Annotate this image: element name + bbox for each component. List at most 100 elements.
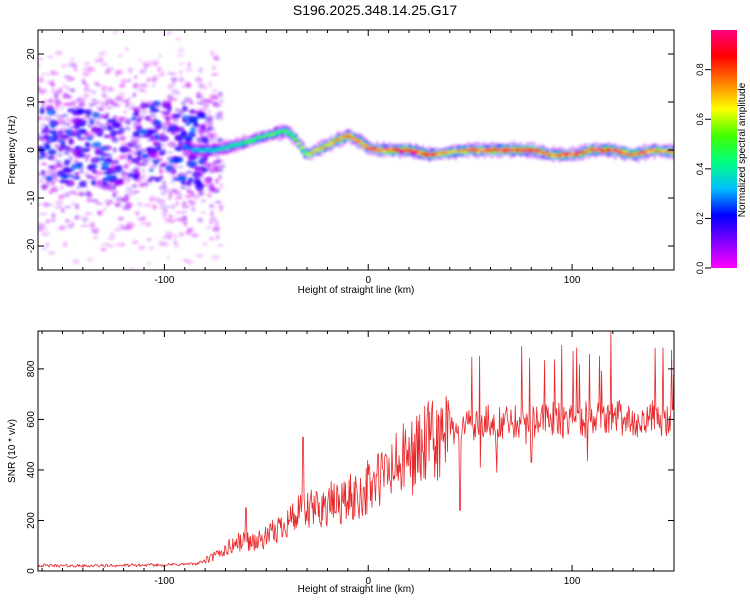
- spectrogram-noise-blob: [107, 118, 116, 124]
- spectrogram-noise-cell: [129, 267, 136, 270]
- spectrogram-noise-layer: [38, 30, 226, 270]
- spectrogram-noise-blob: [107, 125, 112, 131]
- spectrogram-noise-cell: [144, 183, 149, 189]
- spectrogram-noise-blob: [131, 116, 137, 122]
- spectrogram-noise-cell: [71, 200, 75, 206]
- spectrogram-noise-cell: [186, 170, 193, 174]
- spectrogram-noise-cell: [166, 31, 173, 36]
- spectrogram-noise-cell: [51, 69, 56, 75]
- spectrogram-ridge-cell: [485, 148, 491, 150]
- spectrogram-noise-cell: [196, 94, 204, 100]
- spectrogram-noise-cell: [112, 190, 120, 195]
- spectrogram-noise-cell: [66, 191, 70, 198]
- spectrogram-ridge-cell: [573, 153, 579, 156]
- spectrogram-noise-cell: [49, 82, 55, 86]
- spectrogram-noise-cell: [80, 224, 90, 228]
- spectrogram-noise-cell: [213, 225, 221, 232]
- spectrogram-noise-cell: [208, 203, 215, 209]
- spectrogram-noise-cell: [82, 71, 90, 77]
- spectrogram-noise-cell: [65, 85, 70, 90]
- spectrogram-noise-cell: [206, 226, 211, 229]
- spectrogram-ridge-cell: [338, 137, 344, 140]
- spectrogram-y-tick-label: 20: [26, 48, 37, 60]
- spectrogram-ridge-cell: [472, 150, 478, 152]
- spectrogram-noise-cell: [194, 76, 203, 83]
- spectrogram-noise-cell: [79, 167, 84, 174]
- spectrogram-noise-cell: [182, 258, 190, 263]
- spectrogram-noise-cell: [124, 193, 129, 198]
- spectrogram-noise-cell: [213, 95, 219, 101]
- spectrogram-noise-cell: [50, 88, 57, 94]
- colorbar-tick-label: 0.4: [695, 163, 705, 176]
- spectrogram-noise-cell: [70, 56, 75, 62]
- spectrogram-noise-cell: [175, 201, 179, 207]
- spectrogram-noise-blob: [85, 109, 92, 117]
- spectrogram-noise-cell: [95, 202, 103, 206]
- spectrogram-noise-cell: [111, 137, 119, 143]
- spectrogram-noise-cell: [69, 88, 76, 93]
- spectrogram-noise-cell: [151, 204, 158, 210]
- spectrogram-ridge-cell: [293, 138, 299, 141]
- spectrogram-noise-cell: [117, 54, 123, 58]
- spectrogram-noise-cell: [207, 192, 213, 199]
- snr-ticks: -100 0 100 0 200 400 600 800: [26, 331, 675, 587]
- spectrogram-noise-cell: [68, 61, 77, 68]
- spectrogram-noise-cell: [58, 225, 66, 231]
- spectrogram-noise-cell: [70, 100, 75, 104]
- spectrogram-noise-cell: [38, 116, 43, 121]
- spectrogram-noise-blob: [159, 175, 164, 180]
- spectrogram-noise-blob: [190, 126, 196, 134]
- spectrogram-noise-blob: [64, 129, 74, 135]
- spectrogram-noise-cell: [83, 61, 90, 66]
- spectrogram-noise-cell: [164, 242, 170, 248]
- spectrogram-noise-cell: [69, 156, 73, 162]
- spectrogram-noise-blob: [133, 108, 140, 115]
- spectrogram-noise-cell: [137, 217, 145, 221]
- spectrogram-noise-blob: [201, 137, 209, 144]
- spectrogram-noise-cell: [168, 191, 173, 198]
- spectrogram-noise-blob: [94, 150, 105, 156]
- spectrogram-noise-blob: [89, 118, 95, 125]
- spectrogram-noise-blob: [92, 111, 100, 119]
- spectrogram-noise-cell: [168, 204, 176, 210]
- spectrogram-noise-blob: [141, 134, 151, 138]
- spectrogram-noise-cell: [157, 73, 165, 77]
- spectrogram-noise-cell: [55, 101, 60, 108]
- spectrogram-noise-cell: [91, 198, 99, 203]
- spectrogram-noise-cell: [209, 216, 217, 222]
- spectrogram-ridge-cell: [218, 148, 224, 150]
- spectrogram-noise-cell: [176, 53, 184, 57]
- spectrogram-noise-blob: [191, 171, 201, 178]
- spectrogram-noise-cell: [73, 215, 79, 221]
- spectrogram-noise-cell: [185, 67, 193, 73]
- spectrogram-noise-cell: [214, 219, 219, 226]
- spectrogram-noise-blob: [103, 171, 112, 175]
- spectrogram-noise-cell: [64, 218, 71, 224]
- spectrogram-noise-cell: [114, 70, 120, 77]
- colorbar-ticks: 0.0 0.2 0.4 0.6 0.8: [695, 63, 711, 274]
- spectrogram-noise-blob: [80, 129, 85, 134]
- spectrogram-noise-cell: [168, 196, 172, 200]
- spectrogram-noise-cell: [162, 214, 167, 220]
- spectrogram-noise-cell: [193, 194, 199, 201]
- spectrogram-noise-cell: [207, 165, 211, 171]
- spectrogram-ridge-cell: [237, 143, 243, 146]
- spectrogram-ridge-cell: [560, 152, 566, 155]
- spectrogram-ridge-cell: [188, 147, 194, 150]
- spectrogram-noise-cell: [115, 202, 119, 208]
- spectrogram-noise-cell: [141, 60, 150, 67]
- spectrogram-noise-cell: [139, 221, 148, 226]
- spectrogram-noise-cell: [86, 198, 92, 203]
- spectrogram-noise-blob: [46, 175, 53, 182]
- spectrogram-noise-cell: [151, 84, 155, 88]
- spectrogram-noise-cell: [148, 245, 155, 251]
- spectrogram-ridge-cell: [273, 133, 279, 135]
- spectrogram-noise-cell: [218, 183, 224, 190]
- snr-y-axis-label: SNR (10 * v/v): [7, 419, 18, 483]
- snr-x-axis-label: Height of straight line (km): [298, 584, 415, 595]
- spectrogram-noise-blob: [68, 137, 74, 145]
- spectrogram-noise-cell: [59, 207, 66, 212]
- spectrogram-ridge-cell: [328, 142, 335, 145]
- spectrogram-noise-cell: [189, 200, 196, 206]
